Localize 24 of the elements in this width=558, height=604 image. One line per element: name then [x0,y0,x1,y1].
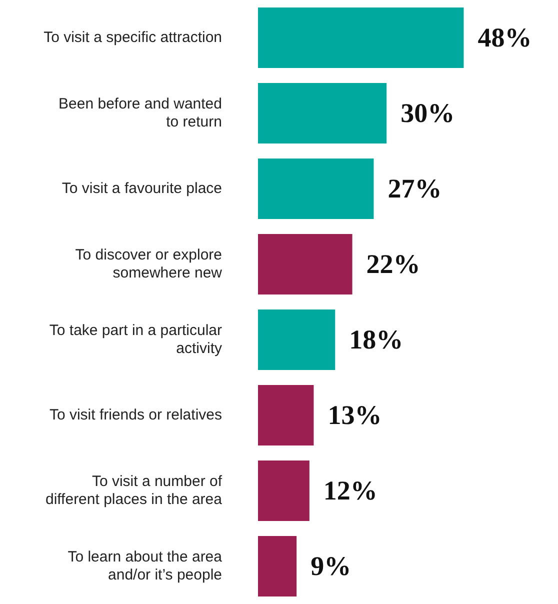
data-label: 9% [310,551,352,582]
y-tick-label: To discover or explore somewhere new [75,246,222,282]
y-tick-label: To visit a number of different places in the area [45,472,223,508]
bar [258,158,374,219]
bar [258,83,387,144]
bar [258,234,352,294]
bar [258,310,336,370]
data-label: 18% [349,324,404,355]
data-label: 30% [400,98,455,128]
y-tick-label: To learn about the area and/or it’s people [68,548,223,584]
data-label: 22% [366,249,420,280]
y-tick-label: Been before and wanted to return [58,95,222,130]
data-label: 13% [328,400,382,430]
y-tick-label: To visit friends or relatives [49,406,222,424]
y-tick-label: To visit a favourite place [62,180,222,197]
data-label: 48% [478,22,532,53]
data-label: 27% [388,174,442,204]
data-label: 12% [323,476,378,506]
y-tick-label: To take part in a particular activity [49,322,222,357]
bar [258,385,314,446]
bar [258,536,297,596]
y-tick-label: To visit a specific attraction [44,28,222,46]
bar [258,460,310,521]
bar [258,8,464,68]
